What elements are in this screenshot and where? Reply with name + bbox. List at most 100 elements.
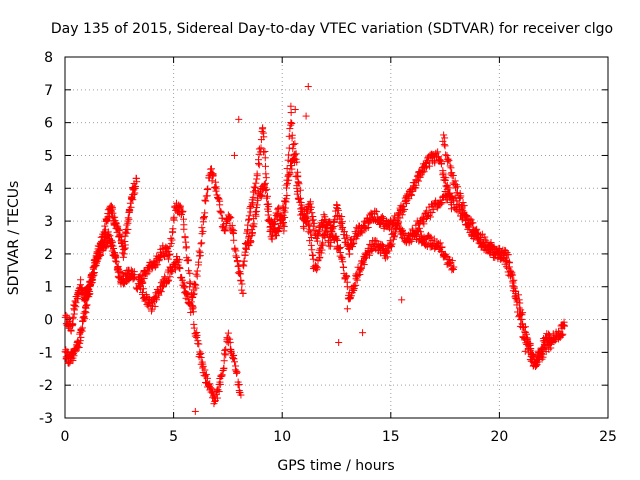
data-point [204,185,212,193]
data-point [258,191,266,199]
data-point [139,285,147,293]
data-point [212,178,220,186]
data-point [312,263,320,271]
data-point [84,286,92,294]
data-point [346,236,354,244]
data-point [387,226,395,234]
data-point [127,266,135,274]
data-point [169,225,177,233]
data-point [339,258,347,266]
data-point [99,239,107,247]
data-point [451,177,459,185]
data-point [426,162,434,170]
data-point [421,164,429,172]
data-point [439,137,447,145]
data-point [151,302,159,310]
data-point [343,305,351,313]
data-point [212,391,220,399]
data-point [179,207,187,215]
data-point [524,335,532,343]
data-point [195,258,203,266]
data-point [443,152,451,160]
data-point [166,251,174,259]
data-point [319,241,327,249]
data-point [447,164,455,172]
data-point [391,212,399,220]
x-tick-label: 15 [382,429,400,445]
data-point [233,258,241,266]
data-point [195,247,203,255]
data-point [168,236,176,244]
data-point [401,230,409,238]
data-point [190,290,198,298]
data-point [441,134,449,142]
data-point [503,263,511,271]
data-point [125,215,133,223]
data-point [127,203,135,211]
data-point [79,314,87,322]
data-point [509,271,517,279]
data-point [287,102,295,110]
data-point [411,232,419,240]
data-point [310,219,318,227]
data-point [306,198,314,206]
data-point [274,224,282,232]
data-point [394,219,402,227]
data-point [398,296,406,304]
data-point [208,177,216,185]
data-point [313,264,321,272]
x-tick-label: 20 [490,429,508,445]
data-point [450,263,458,271]
data-point [359,329,367,337]
data-point [186,279,194,287]
data-point [118,249,126,257]
data-point [547,344,555,352]
data-point [360,261,368,269]
data-point [203,374,211,382]
data-point [308,209,316,217]
data-point [165,276,173,284]
data-point [119,279,127,287]
data-point [467,216,475,224]
data-point [309,216,317,224]
data-point [508,270,516,278]
data-point [407,191,415,199]
data-point [283,180,291,188]
data-point [203,192,211,200]
data-point [285,144,293,152]
data-point [440,141,448,149]
data-point [153,261,161,269]
data-point [326,242,334,250]
data-point [448,265,456,273]
data-point [191,407,199,415]
data-point [515,296,523,304]
data-point [271,220,279,228]
data-point [352,281,360,289]
data-point [437,200,445,208]
data-point [330,217,338,225]
data-point [448,257,456,265]
data-point [466,215,474,223]
data-point [437,159,445,167]
data-point [399,229,407,237]
data-point [178,208,186,216]
data-point [85,285,93,293]
data-point [293,182,301,190]
data-point [262,174,270,182]
data-point [218,372,226,380]
data-point [280,218,288,226]
data-point [235,381,243,389]
data-point [81,315,89,323]
data-point [190,280,198,288]
y-tick-label: -3 [39,411,53,427]
data-point [283,184,291,192]
data-point [181,234,189,242]
data-point [176,264,184,272]
data-point [456,194,464,202]
data-point [335,245,343,253]
data-point [294,179,302,187]
data-point [214,193,222,201]
data-point [253,170,261,178]
data-point [123,229,131,237]
data-point [291,140,299,148]
